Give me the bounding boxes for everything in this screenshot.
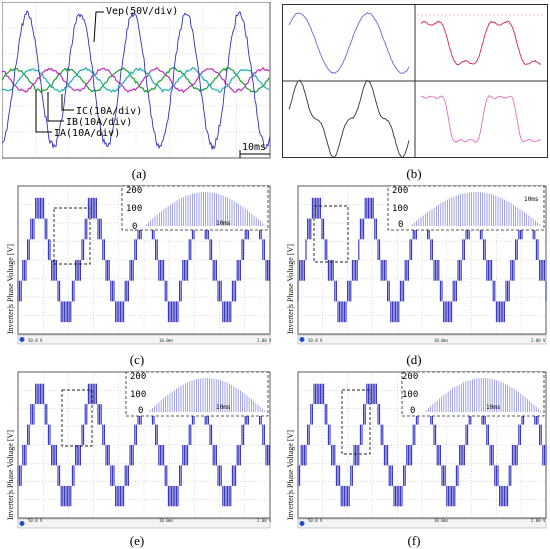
status-volt-f: 50.0 V xyxy=(308,518,323,523)
inset-tick-0-e: 0 xyxy=(138,406,144,416)
panel-a: Vep(50V/div) IC(10A/div) IB(10A/div) IA(… xyxy=(2,2,272,160)
status-time-e: 10.0ms xyxy=(159,518,174,523)
panel-b xyxy=(282,4,548,158)
leader-vep xyxy=(93,11,104,43)
ylabel-f: Inverter|s Phase Voltage [V] xyxy=(286,430,295,520)
status-bar xyxy=(297,334,547,345)
inset-tick-200-c: 200 xyxy=(126,186,143,196)
caption-d: (d) xyxy=(406,352,422,367)
zoom-selection xyxy=(61,389,93,447)
inset-tick-200-f: 200 xyxy=(402,372,419,382)
waveform-plot-e xyxy=(17,371,271,529)
ib-trace xyxy=(2,66,270,94)
channel-indicator xyxy=(299,337,305,342)
label-ic: IC(10A/div) xyxy=(76,106,143,117)
caption-a: (a) xyxy=(131,166,147,181)
inset-time-e: 10ms xyxy=(216,404,231,411)
zoom-selection xyxy=(53,207,91,265)
caption-b: (b) xyxy=(406,166,422,181)
caption-e: (e) xyxy=(129,533,145,548)
status-trig-c: 2.00 V xyxy=(257,338,272,343)
ia-trace xyxy=(2,66,270,94)
status-time-c: 10.0ms xyxy=(159,338,174,343)
zoom-selection xyxy=(313,205,349,263)
caption-f: (f) xyxy=(407,533,421,548)
zoom-inset xyxy=(401,371,545,417)
inset-time-d: 10ms xyxy=(524,196,539,203)
inset-tick-0-d: 0 xyxy=(398,220,404,230)
status-trig-f: 2.00 V xyxy=(531,518,546,523)
waveform-plot-c xyxy=(17,185,271,345)
caption-c: (c) xyxy=(129,352,145,367)
status-trig-d: 2.00 V xyxy=(531,338,546,343)
label-vep: Vep(50V/div) xyxy=(106,6,179,17)
inset-time-c: 10ms xyxy=(216,220,231,227)
trace-top-left xyxy=(288,11,410,75)
status-volt-e: 50.0 V xyxy=(28,518,43,523)
trace-bottom-right xyxy=(421,95,542,144)
trace-bottom-left xyxy=(288,79,410,157)
inset-tick-100-f: 100 xyxy=(402,390,419,400)
vep-trace xyxy=(2,10,271,150)
panel-c: Inverter|s Phase Voltage [V] 50.0 V 10.0… xyxy=(4,184,272,346)
waveform-plot-d xyxy=(297,185,547,345)
waveform-plot-b xyxy=(283,5,547,157)
leader-ib xyxy=(47,92,64,122)
ylabel-d: Inverter|s Phase Voltage [V] xyxy=(286,244,295,334)
status-bar xyxy=(17,334,271,345)
inset-tick-100-d: 100 xyxy=(392,204,409,214)
channel-indicator xyxy=(19,521,25,526)
channel-indicator xyxy=(299,521,305,526)
leader-ia xyxy=(35,90,52,133)
status-volt-d: 50.0 V xyxy=(308,338,323,343)
zoom-inset xyxy=(387,185,545,231)
panel-d: Inverter|s Phase Voltage [V] 50.0 V 10.0… xyxy=(284,184,548,346)
inset-tick-200-e: 200 xyxy=(130,372,147,382)
status-time-d: 10.0ms xyxy=(434,338,449,343)
leader-ic xyxy=(61,94,74,111)
ic-trace xyxy=(2,66,270,94)
panel-e: Inverter|s Phase Voltage [V] 50.0 V 10.0… xyxy=(4,370,272,530)
zoom-selection xyxy=(341,389,371,455)
inset-tick-0-f: 0 xyxy=(410,406,416,416)
inset-tick-0-c: 0 xyxy=(132,222,138,232)
waveform-plot-a xyxy=(2,2,271,159)
status-bar xyxy=(297,518,547,529)
inset-tick-200-d: 200 xyxy=(392,186,409,196)
label-ia: IA(10A/div) xyxy=(54,128,121,139)
status-trig-e: 2.00 V xyxy=(257,518,272,523)
inset-tick-100-c: 100 xyxy=(126,204,143,214)
time-scale-a: 10ms xyxy=(242,142,267,153)
inset-tick-100-e: 100 xyxy=(130,390,147,400)
trace-top-right xyxy=(420,20,542,66)
plot-frame xyxy=(2,2,271,159)
status-bar xyxy=(17,518,271,529)
ylabel-c: Inverter|s Phase Voltage [V] xyxy=(6,244,15,334)
status-volt-c: 50.0 V xyxy=(28,338,43,343)
waveform-plot-f xyxy=(297,371,547,529)
zoom-inset xyxy=(125,371,269,417)
inset-time-f: 10ms xyxy=(486,404,501,411)
panel-f: Inverter|s Phase Voltage [V] 50.0 V 10.0… xyxy=(284,370,548,530)
label-ib: IB(10A/div) xyxy=(66,117,133,128)
channel-indicator xyxy=(19,337,25,342)
ylabel-e: Inverter|s Phase Voltage [V] xyxy=(6,430,15,520)
status-time-f: 10.0ms xyxy=(434,518,449,523)
